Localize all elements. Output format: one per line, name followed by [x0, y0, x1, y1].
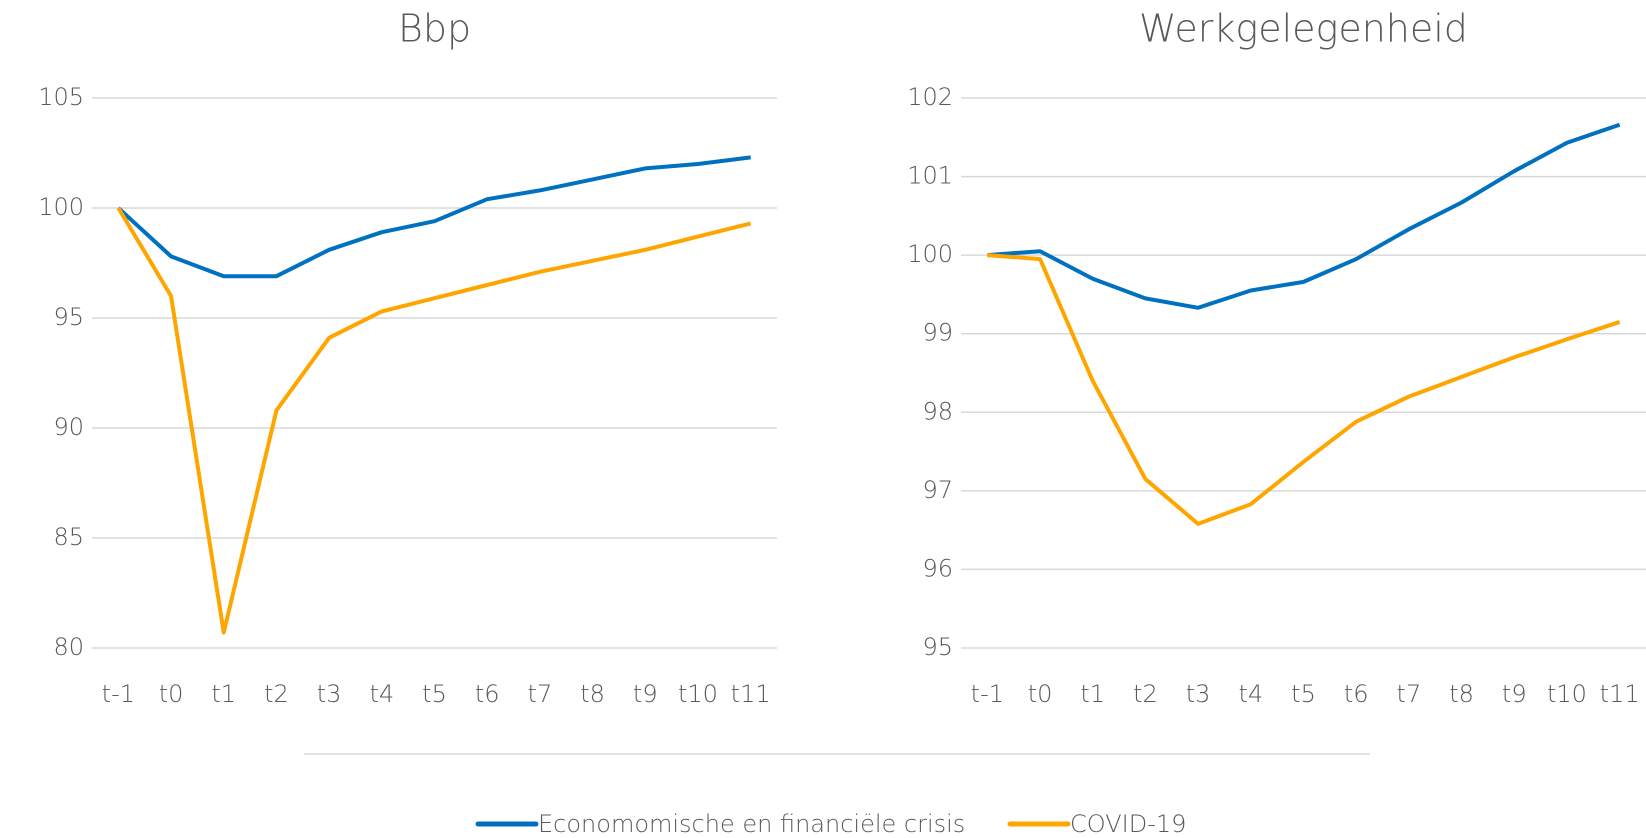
y-tick-label: 100: [38, 193, 84, 221]
y-tick-label: 100: [907, 240, 953, 268]
chart-title: Werkgelegenheid: [1139, 7, 1468, 51]
y-tick-label: 90: [53, 413, 84, 441]
x-tick-label: t2: [1133, 680, 1158, 708]
y-tick-label: 80: [53, 633, 84, 661]
y-tick-label: 102: [907, 83, 953, 111]
x-tick-label: t-1: [102, 680, 135, 708]
x-tick-label: t5: [422, 680, 447, 708]
y-tick-label: 85: [53, 523, 84, 551]
x-tick-label: t7: [528, 680, 553, 708]
y-tick-label: 96: [922, 554, 953, 582]
x-tick-label: t9: [1502, 680, 1527, 708]
x-tick-label: t1: [1080, 680, 1105, 708]
y-tick-label: 105: [38, 83, 84, 111]
x-tick-label: t10: [678, 680, 718, 708]
x-tick-label: t9: [633, 680, 658, 708]
series-line: [987, 253, 1621, 526]
x-tick-label: t8: [580, 680, 605, 708]
x-tick-label: t3: [1186, 680, 1211, 708]
x-tick-label: t-1: [971, 680, 1004, 708]
x-tick-label: t6: [475, 680, 500, 708]
series-line: [116, 155, 751, 279]
x-tick-label: t2: [264, 680, 289, 708]
x-tick-label: t8: [1449, 680, 1474, 708]
x-tick-label: t5: [1291, 680, 1316, 708]
y-tick-label: 97: [922, 476, 953, 504]
y-tick-label: 101: [907, 162, 953, 190]
legend-label: Economomische en financiële crisis: [538, 810, 965, 838]
y-tick-label: 95: [53, 303, 84, 331]
x-tick-label: t11: [731, 680, 771, 708]
x-tick-label: t7: [1397, 680, 1422, 708]
x-tick-label: t3: [317, 680, 342, 708]
x-tick-label: t0: [1028, 680, 1053, 708]
legend-label: COVID-19: [1070, 810, 1186, 838]
y-tick-label: 95: [922, 633, 953, 661]
series-line: [116, 206, 752, 635]
x-tick-label: t0: [159, 680, 184, 708]
x-tick-label: t1: [211, 680, 236, 708]
y-tick-label: 99: [922, 319, 953, 347]
series-line: [987, 122, 1621, 310]
x-tick-label: t4: [369, 680, 394, 708]
x-tick-label: t6: [1344, 680, 1369, 708]
x-tick-label: t11: [1600, 680, 1640, 708]
x-tick-label: t4: [1238, 680, 1263, 708]
y-tick-label: 98: [922, 397, 953, 425]
chart-title: Bbp: [398, 7, 471, 51]
x-tick-label: t10: [1547, 680, 1587, 708]
